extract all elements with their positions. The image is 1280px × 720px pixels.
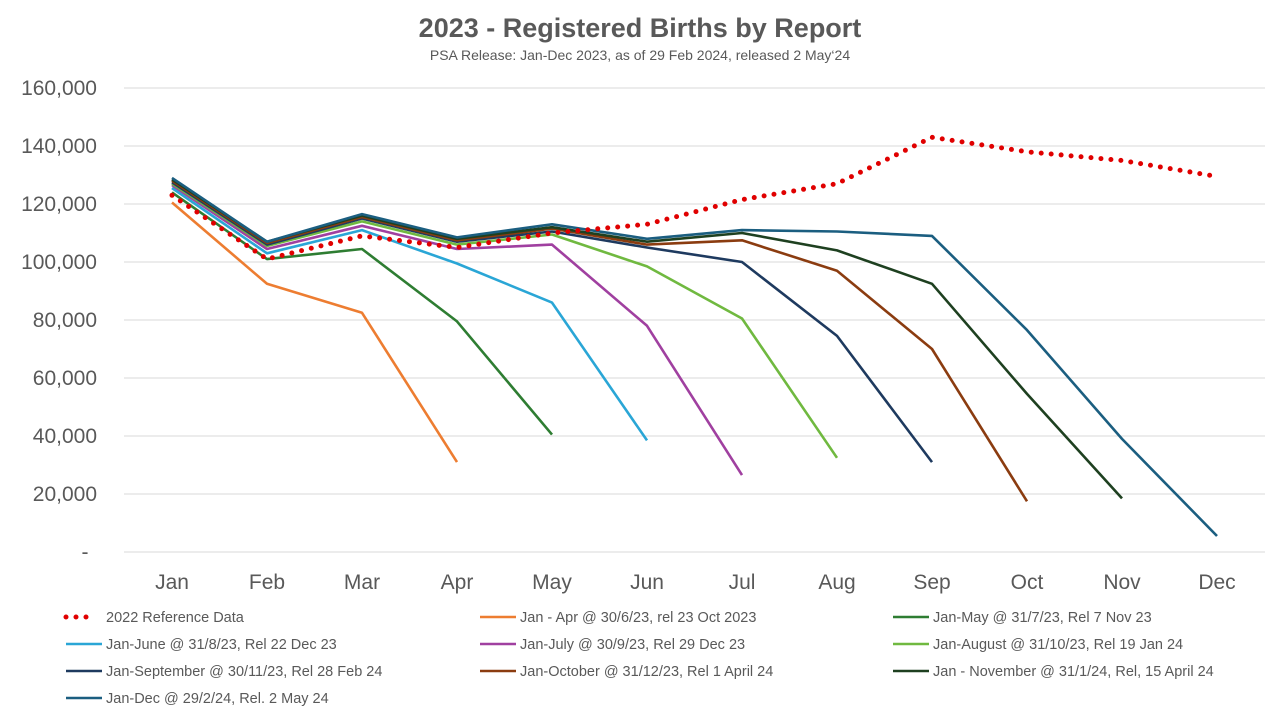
legend-label: Jan-September @ 30/11/23, Rel 28 Feb 24: [106, 664, 382, 680]
x-tick-label: Apr: [441, 571, 474, 594]
series-line: [171, 201, 459, 463]
y-axis-ticks: - 20,000 40,000 60,000 80,000 100,000 120,000 1…: [21, 77, 97, 564]
legend-item: Jan - Apr @ 30/6/23, rel 23 Oct 2023: [480, 610, 756, 626]
series-line: [171, 176, 1218, 537]
y-tick-label: 120,000: [21, 193, 97, 216]
y-tick-label: 160,000: [21, 77, 97, 100]
series-line: [171, 179, 1029, 502]
y-tick-label: 100,000: [21, 251, 97, 274]
chart-title: 2023 - Registered Births by Report: [419, 13, 862, 43]
legend-label: Jan - November @ 31/1/24, Rel, 15 April …: [933, 664, 1214, 680]
legend-label: Jan-June @ 31/8/23, Rel 22 Dec 23: [106, 637, 337, 653]
y-tick-label: 60,000: [33, 367, 97, 390]
legend-label: 2022 Reference Data: [106, 610, 245, 626]
y-tick-label: 140,000: [21, 135, 97, 158]
legend-label: Jan-October @ 31/12/23, Rel 1 April 24: [520, 664, 773, 680]
series-line: [171, 182, 839, 459]
x-tick-label: Nov: [1103, 571, 1141, 594]
legend-item: Jan-May @ 31/7/23, Rel 7 Nov 23: [893, 610, 1152, 626]
x-axis-ticks: Jan Feb Mar Apr May Jun Jul Aug Sep Oct Nov Dec: [155, 571, 1236, 594]
series-line: [171, 181, 934, 463]
series-lines: [169, 134, 1220, 537]
x-tick-label: Jun: [630, 571, 664, 594]
x-tick-label: Dec: [1198, 571, 1235, 594]
y-tick-label: -: [82, 541, 89, 564]
legend-label: Jan-August @ 31/10/23, Rel 19 Jan 24: [933, 637, 1183, 653]
x-tick-label: Mar: [344, 571, 380, 594]
gridlines: [124, 87, 1265, 553]
x-tick-label: Jul: [729, 571, 756, 594]
y-tick-label: 20,000: [33, 483, 97, 506]
series-line: [171, 184, 744, 476]
legend-item: Jan-August @ 31/10/23, Rel 19 Jan 24: [893, 637, 1183, 653]
legend-label: Jan-July @ 30/9/23, Rel 29 Dec 23: [520, 637, 745, 653]
x-tick-label: May: [532, 571, 572, 594]
x-tick-label: Sep: [913, 571, 950, 594]
legend-item: Jan-Dec @ 29/2/24, Rel. 2 May 24: [66, 691, 329, 707]
x-tick-label: Aug: [818, 571, 855, 594]
y-tick-label: 80,000: [33, 309, 97, 332]
series-line: [171, 191, 553, 436]
legend-label: Jan-Dec @ 29/2/24, Rel. 2 May 24: [106, 691, 329, 707]
legend-item: Jan-September @ 30/11/23, Rel 28 Feb 24: [66, 664, 382, 680]
legend: 2022 Reference Data Jan - Apr @ 30/6/23, …: [63, 610, 1214, 707]
y-tick-label: 40,000: [33, 425, 97, 448]
legend-item: Jan - November @ 31/1/24, Rel, 15 April …: [893, 664, 1214, 680]
legend-item: Jan-July @ 30/9/23, Rel 29 Dec 23: [480, 637, 745, 653]
x-tick-label: Oct: [1011, 571, 1044, 594]
legend-item: 2022 Reference Data: [63, 610, 245, 626]
series-line: [169, 134, 1220, 262]
chart-subtitle: PSA Release: Jan-Dec 2023, as of 29 Feb …: [430, 47, 850, 63]
legend-label: Jan - Apr @ 30/6/23, rel 23 Oct 2023: [520, 610, 756, 626]
series-line: [171, 186, 649, 442]
x-tick-label: Jan: [155, 571, 189, 594]
legend-label: Jan-May @ 31/7/23, Rel 7 Nov 23: [933, 610, 1152, 626]
legend-item: Jan-October @ 31/12/23, Rel 1 April 24: [480, 664, 773, 680]
x-tick-label: Feb: [249, 571, 285, 594]
legend-item: Jan-June @ 31/8/23, Rel 22 Dec 23: [66, 637, 337, 653]
